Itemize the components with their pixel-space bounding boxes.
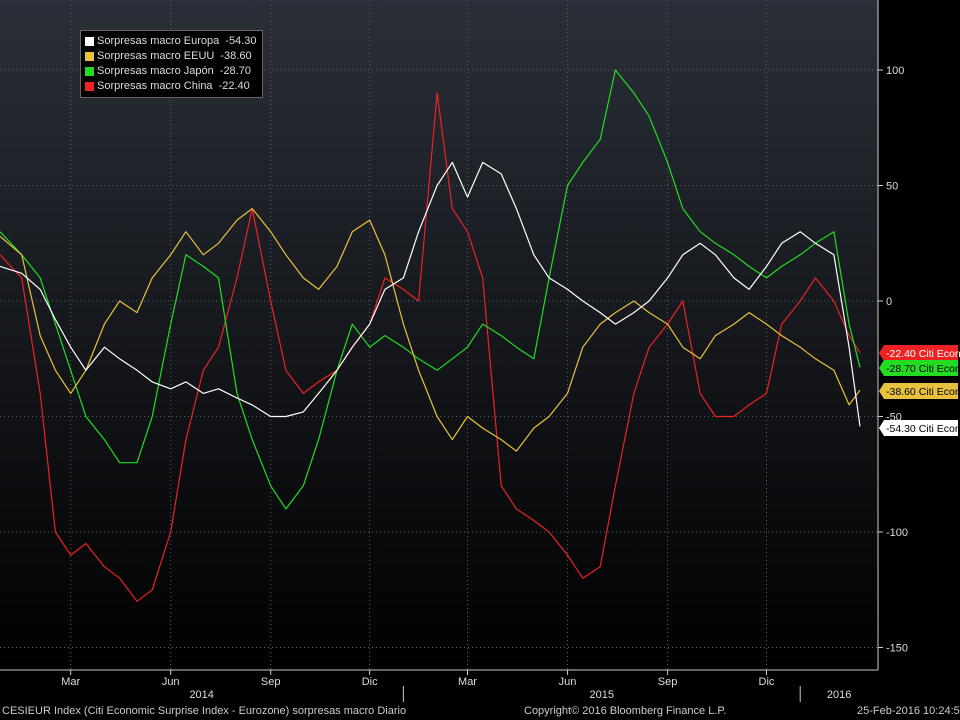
legend-value: -54.30 (225, 35, 257, 47)
legend-value: -28.70 (219, 65, 251, 77)
legend-label: Sorpresas macro China (97, 80, 213, 92)
y-tick-label: -150 (886, 643, 908, 655)
legend-value: -38.60 (220, 50, 252, 62)
legend-item: Sorpresas macro Japón -28.70 (85, 64, 256, 79)
tag-background (879, 360, 958, 376)
last-value-tags: -22.40 Citi Econ -28.70 Citi Econ -38.60 C… (879, 345, 960, 436)
y-tick-label: 0 (886, 296, 892, 308)
x-tick-label: Sep (658, 676, 678, 688)
tag-background (879, 420, 958, 436)
last-value-tag: -28.70 Citi Econ (879, 360, 960, 376)
series-line-sorpresas-macro-china (0, 92, 861, 602)
legend-label: Sorpresas macro EEUU (97, 50, 215, 62)
year-label: 2016 (827, 689, 851, 701)
y-tick-label: 50 (886, 181, 898, 193)
x-tick-label: Mar (61, 676, 80, 688)
tag-label: -22.40 Citi Econ (886, 348, 960, 360)
tag-background (879, 345, 958, 361)
plot-background (0, 0, 878, 670)
legend-label: Sorpresas macro Japón (97, 65, 214, 77)
x-tick-label: Jun (162, 676, 180, 688)
legend-item: Sorpresas macro Europa -54.30 (85, 34, 256, 49)
year-label: 2014 (189, 689, 213, 701)
footer-copyright: Copyright© 2016 Bloomberg Finance L.P. (524, 705, 727, 717)
x-tick-label: Dic (759, 676, 775, 688)
x-tick-label: Mar (458, 676, 477, 688)
y-tick-label: -100 (886, 527, 908, 539)
tag-label: -38.60 Citi Econ (886, 386, 960, 398)
series-line-sorpresas-macro-jap-n (0, 69, 861, 510)
y-tick-label: 100 (886, 65, 904, 77)
legend-label: Sorpresas macro Europa (97, 35, 220, 47)
legend-swatch (85, 37, 94, 46)
legend-swatch (85, 52, 94, 61)
x-tick-label: Dic (362, 676, 378, 688)
legend-item: Sorpresas macro China -22.40 (85, 79, 256, 94)
series-lines (0, 69, 861, 602)
footer: CESIEUR Index (Citi Economic Surprise In… (0, 702, 960, 720)
legend-item: Sorpresas macro EEUU -38.60 (85, 49, 256, 64)
legend-value: -22.40 (218, 80, 250, 92)
footer-source: CESIEUR Index (Citi Economic Surprise In… (2, 705, 407, 717)
legend-swatch (85, 82, 94, 91)
legend-swatch (85, 67, 94, 76)
footer-timestamp: 25-Feb-2016 10:24:55 (857, 705, 960, 717)
series-line-sorpresas-macro-europa (0, 161, 861, 427)
last-value-tag: -54.30 Citi Econ (879, 420, 960, 436)
year-label: 2015 (590, 689, 614, 701)
tag-label: -28.70 Citi Econ (886, 363, 960, 375)
x-tick-label: Sep (261, 676, 281, 688)
x-tick-label: Jun (559, 676, 577, 688)
legend: Sorpresas macro Europa -54.30 Sorpresas ma… (80, 30, 264, 98)
series-line-sorpresas-macro-eeuu (0, 208, 861, 452)
last-value-tag: -38.60 Citi Econ (879, 383, 960, 399)
tag-label: -54.30 Citi Econ (886, 423, 960, 435)
tag-background (879, 383, 958, 399)
last-value-tag: -22.40 Citi Econ (879, 345, 960, 361)
